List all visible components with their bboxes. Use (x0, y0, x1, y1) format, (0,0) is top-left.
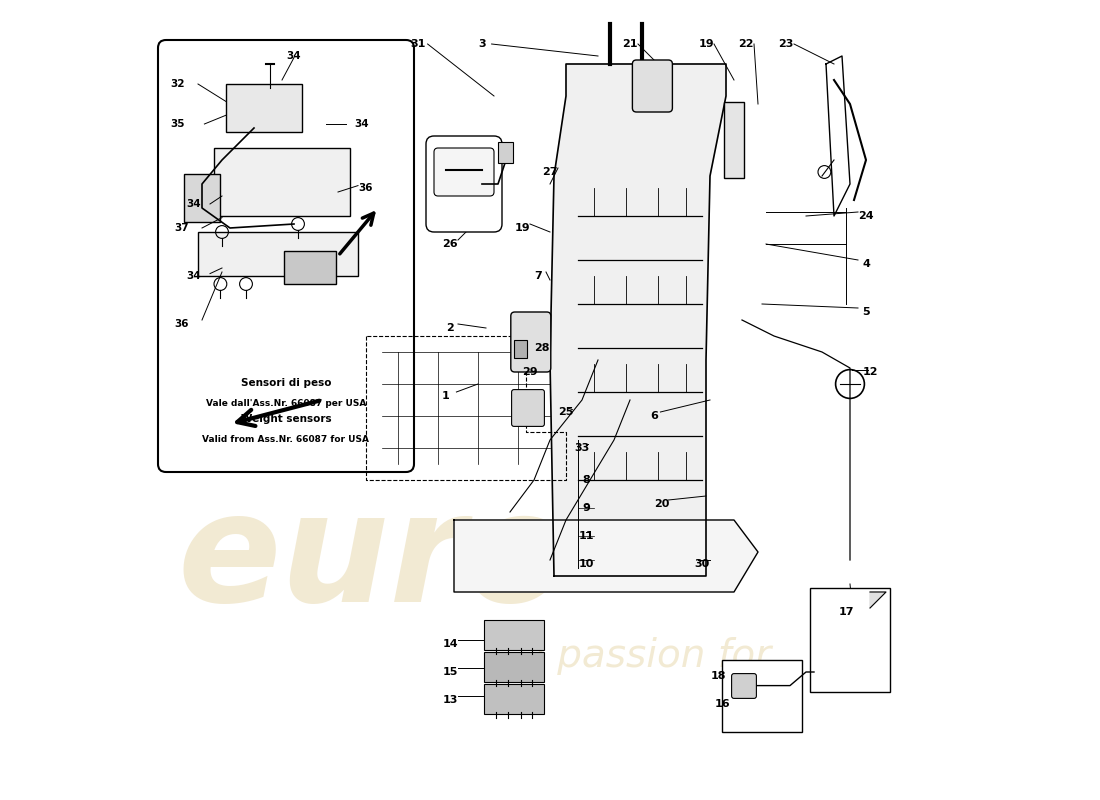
Text: 24: 24 (858, 211, 873, 221)
Polygon shape (550, 64, 726, 576)
Text: 12: 12 (862, 367, 878, 377)
Bar (198, 232, 358, 276)
FancyBboxPatch shape (514, 340, 527, 358)
FancyBboxPatch shape (184, 174, 220, 222)
Text: 5: 5 (862, 307, 870, 317)
Text: 23: 23 (779, 39, 794, 49)
FancyBboxPatch shape (732, 674, 757, 698)
Text: 27: 27 (542, 167, 558, 177)
Text: 17: 17 (838, 607, 854, 617)
FancyBboxPatch shape (426, 136, 502, 232)
Text: 36: 36 (175, 319, 189, 329)
Text: 19: 19 (698, 39, 714, 49)
Text: 31: 31 (410, 39, 426, 49)
Text: a passion for: a passion for (521, 637, 771, 675)
Text: 8: 8 (582, 475, 590, 485)
Text: 36: 36 (359, 183, 373, 193)
Text: 37: 37 (175, 223, 189, 233)
Text: 15: 15 (442, 667, 458, 677)
Text: 2: 2 (447, 323, 454, 333)
FancyBboxPatch shape (284, 251, 337, 284)
Text: 18: 18 (711, 671, 726, 681)
FancyBboxPatch shape (226, 84, 303, 132)
Text: 16: 16 (714, 699, 729, 709)
FancyBboxPatch shape (158, 40, 414, 472)
Text: 22: 22 (738, 39, 754, 49)
Text: 1: 1 (442, 391, 450, 401)
Text: 25: 25 (559, 407, 574, 417)
Text: 20: 20 (654, 499, 670, 509)
Text: euro: euro (177, 486, 571, 634)
Text: Weight sensors: Weight sensors (241, 414, 331, 424)
Polygon shape (870, 592, 886, 608)
Text: Vale dall'Ass.Nr. 66087 per USA: Vale dall'Ass.Nr. 66087 per USA (206, 399, 366, 408)
FancyBboxPatch shape (632, 60, 672, 112)
FancyBboxPatch shape (484, 620, 544, 650)
Text: 11: 11 (579, 531, 594, 541)
FancyBboxPatch shape (484, 652, 544, 682)
Text: 6: 6 (650, 411, 658, 421)
Text: 21: 21 (623, 39, 638, 49)
FancyBboxPatch shape (722, 660, 802, 732)
FancyBboxPatch shape (724, 102, 745, 178)
Text: 13: 13 (442, 695, 458, 705)
Text: 9: 9 (582, 503, 590, 513)
Text: 32: 32 (170, 79, 185, 89)
Text: 35: 35 (170, 119, 185, 129)
Text: 28: 28 (535, 343, 550, 353)
Text: 34: 34 (287, 51, 301, 61)
Text: 34: 34 (187, 271, 201, 281)
Text: 3: 3 (478, 39, 486, 49)
FancyBboxPatch shape (498, 142, 514, 163)
FancyBboxPatch shape (510, 312, 551, 372)
Text: 19: 19 (514, 223, 530, 233)
Bar (214, 148, 350, 216)
Text: 26: 26 (442, 239, 458, 249)
FancyBboxPatch shape (512, 390, 544, 426)
Text: 33: 33 (574, 443, 590, 453)
Text: Sensori di peso: Sensori di peso (241, 378, 331, 388)
Text: 29: 29 (522, 367, 538, 377)
Polygon shape (454, 520, 758, 592)
Text: 4: 4 (862, 259, 870, 269)
Text: 30: 30 (694, 559, 710, 569)
Text: 34: 34 (187, 199, 201, 209)
Text: 14: 14 (442, 639, 458, 649)
Text: 10: 10 (579, 559, 594, 569)
FancyBboxPatch shape (810, 588, 890, 692)
FancyBboxPatch shape (484, 684, 544, 714)
FancyBboxPatch shape (434, 148, 494, 196)
Text: 7: 7 (535, 271, 542, 281)
Text: Valid from Ass.Nr. 66087 for USA: Valid from Ass.Nr. 66087 for USA (202, 435, 370, 444)
Text: 34: 34 (354, 119, 370, 129)
